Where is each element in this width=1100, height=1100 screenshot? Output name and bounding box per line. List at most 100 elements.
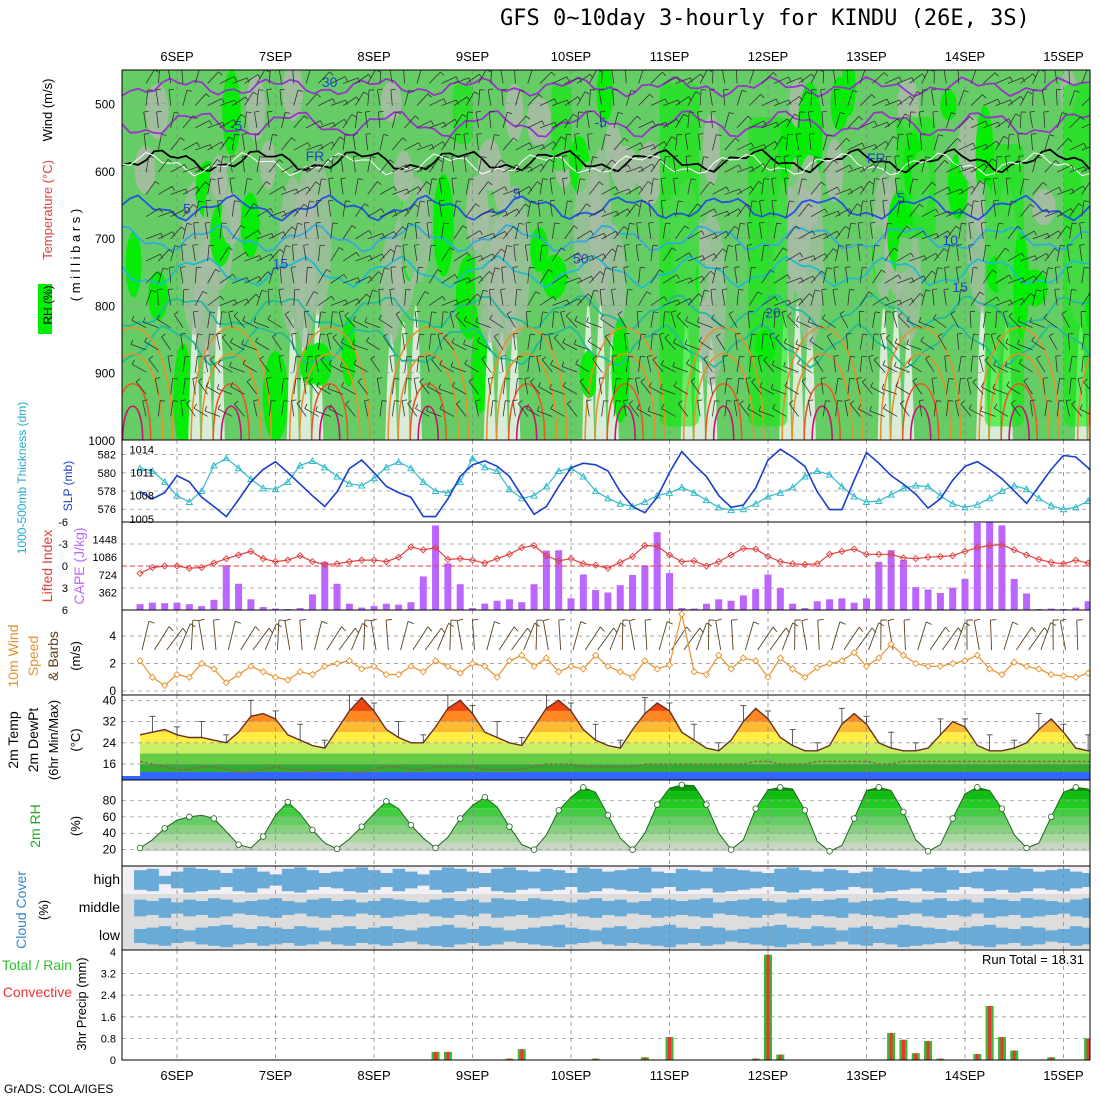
wind-barb — [377, 111, 381, 128]
wind-barb-flag — [882, 403, 887, 409]
rh-marker — [826, 848, 833, 855]
wind-barb — [537, 222, 541, 239]
wind-barb-flag — [550, 404, 554, 409]
wind-barb — [244, 293, 257, 306]
wind-barb — [610, 289, 615, 306]
precip-convective-bar — [1086, 1038, 1090, 1060]
wind-barb-flag — [665, 222, 671, 225]
cloud-cover-block — [232, 902, 246, 914]
wind-barb-flag — [578, 298, 582, 304]
wind-barb-flag — [948, 211, 952, 217]
wind-barb — [463, 156, 467, 173]
wind-speed-marker — [505, 657, 514, 665]
wind-barb — [942, 627, 959, 651]
wind-barb-flag — [808, 203, 813, 208]
wind-barb-flag — [1091, 292, 1095, 295]
wind-barb-flag — [955, 225, 961, 230]
wind-barb — [638, 333, 642, 350]
wind-barb — [599, 289, 603, 306]
wind-barb — [1056, 225, 1067, 240]
wind-barb — [197, 381, 208, 395]
y-label-cloud: Cloud Cover — [13, 871, 29, 949]
wind-barb-flag — [529, 378, 535, 382]
wind-barb — [145, 89, 149, 106]
cloud-cover-block — [294, 867, 307, 893]
rh-moist-patch — [841, 70, 856, 116]
wind-barb — [1023, 380, 1033, 395]
wind-barb — [318, 98, 333, 107]
wind-barb-flag — [159, 208, 163, 213]
thickness-marker — [320, 463, 329, 471]
wind-barb — [896, 297, 912, 306]
wind-barb — [954, 622, 966, 651]
wind-barb-flag — [479, 230, 483, 236]
wind-barb-flag — [899, 76, 902, 82]
wind-barb — [970, 200, 974, 217]
wind-speed-marker — [862, 662, 871, 670]
wind-barb-flag — [155, 181, 160, 185]
wind-barb — [783, 156, 787, 173]
wind-barb-flag — [956, 244, 962, 246]
wind-speed-marker — [1047, 670, 1055, 679]
wind-barb-flag — [377, 181, 382, 185]
wind-barb — [332, 337, 344, 351]
thickness-marker — [776, 488, 785, 496]
wind-barb-flag — [197, 166, 201, 172]
wind-barb — [640, 381, 652, 395]
x-tick-label-bottom: 14SEP — [945, 1068, 985, 1083]
y-label-wind: 10m Wind — [5, 624, 21, 687]
wind-barb — [315, 410, 331, 417]
wind-barb — [880, 334, 886, 350]
wind-barb — [416, 181, 427, 195]
wind-barb-flag — [542, 144, 545, 150]
wind-barb-flag — [825, 233, 829, 239]
wind-barb-flag — [919, 110, 925, 113]
wind-barb — [894, 342, 910, 351]
wind-barb-flag — [463, 339, 466, 345]
wind-barb — [859, 356, 863, 373]
wind-barb-flag — [327, 332, 333, 335]
wind-barb — [293, 90, 299, 106]
wind-barb — [1007, 297, 1023, 306]
wind-barb-flag — [1042, 270, 1047, 275]
isotherm-line — [122, 151, 1090, 177]
wind-barb-flag — [242, 133, 248, 135]
contour-label: FR — [867, 150, 886, 166]
wind-barb — [715, 336, 726, 351]
wind-barb — [709, 89, 713, 106]
cape-bar — [666, 573, 673, 610]
wind-barb — [293, 186, 309, 195]
x-tick-label-top: 8SEP — [357, 49, 390, 64]
wind-barb-flag — [751, 166, 755, 172]
temperature-contour — [409, 382, 447, 440]
cloud-cover-block — [195, 868, 209, 892]
wind-barb-flag — [869, 406, 872, 412]
wind-barb — [758, 410, 775, 417]
wind-barb-flag — [880, 332, 886, 335]
wind-barb — [558, 620, 562, 651]
wind-barb-flag — [911, 77, 915, 83]
wind-barb — [305, 356, 309, 373]
wind-barb — [229, 366, 245, 373]
cloud-cover-block — [700, 871, 713, 889]
lifted-index-marker — [407, 543, 415, 551]
wind-barb-flag — [147, 89, 153, 91]
cloud-cover-block — [220, 899, 233, 917]
wind-barb-flag — [353, 359, 357, 365]
temperature-contour — [614, 405, 636, 440]
wind-barb — [193, 407, 208, 417]
wind-barb — [562, 385, 578, 395]
lifted-index-marker — [185, 564, 193, 572]
wind-barb — [983, 296, 998, 306]
wind-barb-flag — [506, 245, 512, 248]
wind-barb — [747, 311, 750, 328]
wind-barb-flag — [475, 203, 480, 207]
temperature-contour — [122, 326, 174, 440]
wind-barb-flag — [845, 244, 851, 246]
temperature-contour — [507, 382, 546, 440]
wind-barb — [537, 200, 541, 217]
y-tick-label-left: 582 — [98, 450, 116, 462]
wind-barb-flag — [198, 200, 204, 203]
cloud-cover-block — [552, 870, 566, 890]
wind-barb — [763, 359, 775, 373]
